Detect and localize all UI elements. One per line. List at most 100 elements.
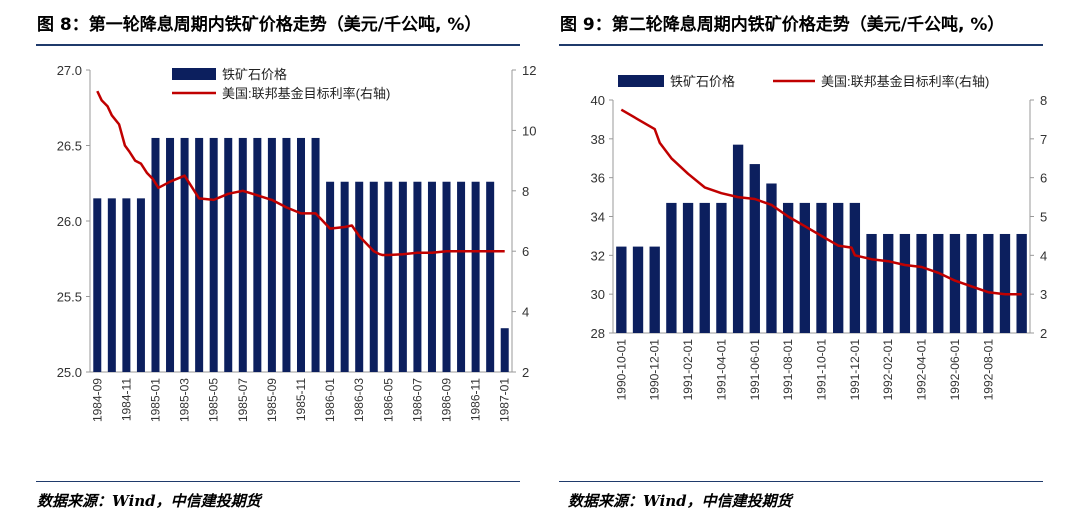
chart8-x-tick-label: 1986-01 — [323, 378, 337, 422]
chart9-top-rule — [559, 44, 1043, 46]
chart9-legend-line-label: 美国:联邦基金目标利率(右轴) — [821, 74, 989, 89]
chart9-legend-bar-label: 铁矿石价格 — [670, 74, 735, 89]
chart8-bar — [326, 181, 335, 372]
chart8-rate-line — [96, 90, 505, 257]
chart8-bar — [253, 137, 262, 372]
chart9-x-tick-label: 1991-10-01 — [815, 339, 829, 401]
chart9-x-tick-label: 1992-06-01 — [948, 339, 962, 401]
chart9-bar — [949, 233, 961, 333]
chart9-bar — [866, 233, 877, 333]
chart9-rate-line — [620, 108, 1022, 296]
chart8-bar — [486, 181, 495, 372]
chart9-left-tick-label: 30 — [591, 287, 605, 302]
chart8-bar — [296, 137, 306, 372]
chart8-x-tick-label: 1985-03 — [178, 378, 192, 422]
chart9-title: 图 9：第二轮降息周期内铁矿价格走势（美元/千公吨, %） — [560, 15, 1005, 35]
chart9-bar — [749, 164, 760, 333]
chart8-left-tick-label: 25.0 — [57, 365, 82, 380]
chart9-bar — [649, 246, 660, 333]
chart8-x-tick-label: 1986-07 — [410, 378, 424, 422]
chart9-bottom-rule — [559, 481, 1043, 482]
chart9-bar — [682, 202, 694, 333]
chart8-bar — [136, 198, 145, 372]
chart8-x-tick-label: 1985-05 — [207, 378, 221, 422]
chart8: 25.0 25.5 26.0 26.5 27.0 2 4 6 8 10 12 1984-09 1984-… — [57, 63, 537, 422]
chart9-bar — [766, 183, 777, 333]
chart8-x-tick-label: 1985-07 — [236, 378, 250, 422]
chart9-bar — [616, 246, 627, 333]
chart9-bar — [716, 202, 727, 333]
chart9-right-tick-label: 5 — [1040, 210, 1047, 225]
chart9-x-tick-label: 1992-04-01 — [915, 339, 929, 401]
chart8-bar — [442, 181, 451, 372]
chart8-bar — [107, 198, 116, 372]
chart8-legend-line-label: 美国:联邦基金目标利率(右轴) — [222, 86, 390, 101]
chart9-x-tick-label: 1990-12-01 — [648, 339, 662, 401]
chart8-bar — [384, 181, 393, 372]
chart8-bar — [311, 137, 320, 372]
chart8-bar — [340, 181, 349, 372]
chart9-bar — [782, 202, 794, 333]
chart9-left-tick-label: 28 — [591, 326, 605, 341]
chart8-left-tick-label: 25.5 — [57, 290, 82, 305]
chart9-x-tick-label: 1991-12-01 — [848, 339, 862, 401]
chart8-right-tick-label: 6 — [522, 244, 529, 259]
chart8-bar — [195, 137, 204, 372]
chart9-right-tick-label: 4 — [1040, 248, 1047, 263]
chart9-bar — [883, 233, 894, 333]
chart9-left-tick-label: 38 — [591, 132, 605, 147]
chart9-legend-bar-swatch — [618, 75, 664, 87]
chart9-left-tick-label: 40 — [591, 93, 605, 108]
chart9-bar — [732, 144, 744, 333]
chart8-bar — [398, 181, 407, 372]
chart8-x-tick-label: 1984-09 — [90, 378, 104, 422]
chart9-x-tick-label: 1992-02-01 — [881, 339, 895, 401]
chart8-bar — [457, 181, 466, 372]
chart9-x-tick-label: 1991-02-01 — [681, 339, 695, 401]
chart8-x-tick-label: 1986-05 — [381, 378, 395, 422]
chart9-bar — [983, 233, 994, 333]
chart8-right-tick-label: 12 — [522, 63, 536, 78]
chart8-bar — [427, 181, 436, 372]
chart9-bar — [632, 246, 644, 333]
chart8-x-tick-label: 1986-09 — [440, 378, 454, 422]
chart8-bar — [413, 181, 422, 372]
chart9-bar — [699, 202, 710, 333]
chart8-title: 图 8：第一轮降息周期内铁矿价格走势（美元/千公吨, %） — [37, 15, 482, 35]
chart8-bar — [355, 181, 364, 372]
chart8-x-tick-label: 1985-11 — [294, 378, 308, 421]
chart9-x-tick-label: 1991-04-01 — [714, 339, 728, 401]
chart8-right-tick-label: 8 — [522, 184, 529, 199]
chart9-bar — [666, 202, 677, 333]
chart9-bar — [933, 233, 944, 333]
chart8-x-tick-label: 1987-01 — [498, 378, 512, 422]
chart9-bar — [899, 233, 911, 333]
chart8-bar — [122, 198, 131, 372]
chart8-legend-bar-swatch — [172, 68, 216, 80]
chart8-x-tick-label: 1984-11 — [119, 378, 133, 421]
chart9-bar — [799, 202, 810, 333]
chart9-bar — [816, 202, 827, 333]
chart8-left-tick-label: 26.0 — [57, 214, 82, 229]
chart9-bar — [966, 233, 977, 333]
chart8-right-tick-label: 10 — [522, 123, 536, 138]
chart9-left-tick-label: 32 — [591, 248, 605, 263]
chart8-bar — [267, 137, 276, 372]
chart9-x-tick-label: 1991-08-01 — [781, 339, 795, 401]
chart9-right-tick-label: 2 — [1040, 326, 1047, 341]
chart8-bar — [224, 137, 233, 372]
chart9-bar — [833, 202, 844, 333]
chart9-right-tick-label: 8 — [1040, 93, 1047, 108]
chart9-bar — [849, 202, 861, 333]
chart8-right-tick-label: 2 — [522, 365, 529, 380]
chart9-bar — [999, 233, 1011, 333]
chart8-bar — [500, 328, 509, 372]
chart8-bar — [471, 181, 480, 372]
chart9-bar — [1016, 233, 1027, 333]
chart8-bar — [238, 137, 247, 372]
chart9-right-tick-label: 3 — [1040, 287, 1047, 302]
chart8-x-tick-label: 1985-01 — [148, 378, 162, 422]
chart9-left-tick-label: 34 — [591, 210, 605, 225]
chart8-right-tick-label: 4 — [522, 305, 529, 320]
